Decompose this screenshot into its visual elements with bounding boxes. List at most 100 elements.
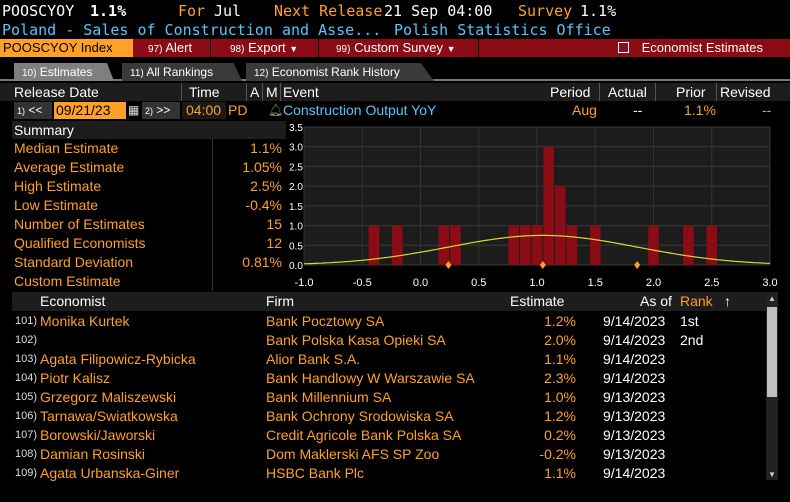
table-row[interactable]: 104) Piotr Kalisz Bank Handlowy W Warszawi… [12, 369, 764, 388]
next-date-button[interactable]: 2) >> [142, 102, 180, 119]
event-actual: -- [633, 102, 643, 118]
estimate-value: 2.3% [544, 370, 576, 386]
release-column-headers: Release Date Time A M Event Period Actua… [0, 83, 790, 101]
tab-estimates[interactable]: 10) Estimates [14, 63, 114, 81]
x-tick-label: -1.0 [295, 277, 314, 289]
economist-name[interactable]: Piotr Kalisz [40, 370, 111, 386]
summary-value: 0.81% [242, 254, 282, 270]
table-row[interactable]: 105) Grzegorz Maliszewski Bank Millennium … [12, 388, 764, 407]
table-row[interactable]: 108) Damian Rosinski Dom Maklerski AFS SP … [12, 445, 764, 464]
col-estimate[interactable]: Estimate [510, 293, 565, 309]
col-release-date[interactable]: Release Date [14, 84, 99, 100]
as-of-date: 9/14/2023 [603, 332, 666, 348]
x-tick-label: 1.5 [588, 277, 603, 289]
table-row[interactable]: 103) Agata Filipowicz-Rybicka Alior Bank S… [12, 350, 764, 369]
summary-row[interactable]: Custom Estimate [12, 272, 286, 291]
economist-name[interactable]: Damian Rosinski [40, 446, 146, 462]
col-period[interactable]: Period [550, 84, 591, 100]
as-of-date: 9/14/2023 [603, 351, 666, 367]
summary-label: High Estimate [14, 178, 102, 194]
next-release-value: 21 Sep 04:00 [384, 2, 493, 20]
table-row[interactable]: 106) Tarnawa/Swiatkowska Bank Ochrony Srod… [12, 407, 764, 426]
summary-row: Median Estimate 1.1% [12, 139, 286, 158]
tab-num: 10) [22, 68, 37, 79]
dropdown-arrow-icon: ▼ [446, 44, 456, 54]
sort-ascending-icon[interactable]: ↑ [724, 293, 731, 309]
col-time[interactable]: Time [189, 84, 220, 100]
calendar-icon[interactable]: ▦ [128, 103, 140, 117]
histogram-bar [683, 225, 694, 265]
row-number: 103) [15, 353, 38, 365]
table-row[interactable]: 101) Monika Kurtek Bank Pocztowy SA 1.2% 9/1… [12, 312, 764, 331]
bell-icon[interactable]: 🔔︎ [268, 103, 284, 117]
histogram-bar [648, 225, 659, 265]
export-button[interactable]: 98) Export ▼ [230, 39, 298, 57]
stat-marker [445, 261, 452, 269]
tab-all-rankings[interactable]: 11) All Rankings [122, 63, 242, 81]
scroll-thumb[interactable] [767, 307, 777, 397]
tab-economist-rank-history[interactable]: 12) Economist Rank History [246, 63, 434, 81]
tab-num: 11) [130, 68, 144, 79]
x-tick-label: 2.0 [646, 277, 661, 289]
economist-name[interactable]: Tarnawa/Swiatkowska [40, 408, 178, 424]
survey-value: 1.1% [580, 2, 617, 20]
economist-estimates-button[interactable]: Economist Estimates [618, 39, 763, 57]
summary-row: Number of Estimates 15 [12, 215, 286, 234]
col-prior[interactable]: Prior [676, 84, 706, 100]
firm-name: Bank Handlowy W Warszawie SA [266, 370, 475, 386]
histogram-bar [589, 225, 601, 265]
normal-curve [303, 234, 771, 265]
estimate-value: 1.0% [544, 389, 576, 405]
as-of-date: 9/14/2023 [603, 370, 666, 386]
row-number: 105) [15, 391, 38, 403]
firm-name: Bank Pocztowy SA [266, 313, 385, 329]
summary-label: Low Estimate [14, 197, 99, 213]
table-row[interactable]: 102) Bank Polska Kasa Opieki SA 2.0% 9/14/2… [12, 331, 764, 350]
row-number: 108) [15, 448, 38, 460]
economist-name[interactable]: Agata Filipowicz-Rybicka [40, 351, 196, 367]
summary-label: Number of Estimates [14, 216, 145, 232]
firm-name: Bank Polska Kasa Opieki SA [266, 332, 446, 348]
table-row[interactable]: 109) Agata Urbanska-Giner HSBC Bank Plc 1.1… [12, 464, 764, 483]
summary-row: High Estimate 2.5% [12, 177, 286, 196]
release-date-input[interactable]: 09/21/23 [54, 102, 126, 119]
firm-name: Dom Maklerski AFS SP Zoo [266, 446, 440, 462]
index-button[interactable]: POOSCYOY Index [0, 39, 133, 57]
economist-name[interactable]: Borowski/Jaworski [40, 427, 156, 443]
data-source: Polish Statistics Office [394, 21, 611, 39]
col-actual[interactable]: Actual [608, 84, 647, 100]
alert-button[interactable]: 97) Alert [148, 39, 192, 57]
last-value: 1.1% [90, 2, 127, 20]
economist-name[interactable]: Monika Kurtek [40, 313, 130, 329]
scroll-down-icon[interactable]: ▼ [768, 470, 776, 479]
row-number: 107) [15, 429, 38, 441]
col-economist[interactable]: Economist [40, 293, 106, 309]
event-pd: PD [228, 102, 248, 118]
histogram-bar [566, 225, 578, 265]
custom-survey-num: 99) [336, 44, 351, 55]
summary-row: Standard Deviation 0.81% [12, 253, 286, 272]
estimates-distribution-chart: 0.0 0.5 1.0 1.5 2.0 2.5 3.0 3.5 -1.0 -0.5 0.0 0.5 1… [289, 123, 778, 289]
col-a[interactable]: A [250, 84, 260, 100]
scroll-up-icon[interactable]: ▲ [768, 294, 776, 303]
economist-name[interactable]: Grzegorz Maliszewski [40, 389, 177, 405]
table-row[interactable]: 107) Borowski/Jaworski Credit Agricole Ban… [12, 426, 764, 445]
next-release-label: Next Release [274, 2, 383, 20]
economist-name[interactable]: Agata Urbanska-Giner [40, 465, 180, 481]
prev-date-button[interactable]: 1) << [14, 102, 52, 119]
summary-value: 1.05% [242, 159, 282, 175]
estimate-value: 1.1% [544, 351, 576, 367]
x-tick-label: 3.0 [762, 277, 777, 289]
col-rank[interactable]: Rank [680, 293, 713, 309]
rank-value: 2nd [680, 332, 704, 348]
col-m[interactable]: M [266, 84, 278, 100]
col-firm[interactable]: Firm [266, 293, 294, 309]
col-revised[interactable]: Revised [720, 84, 771, 100]
custom-survey-button[interactable]: 99) Custom Survey ▼ [336, 39, 456, 57]
firm-name: Bank Millennium SA [266, 389, 392, 405]
event-name[interactable]: Construction Output YoY [283, 102, 437, 118]
scrollbar[interactable]: ▲ ▼ [766, 293, 778, 480]
col-as-of[interactable]: As of [640, 293, 672, 309]
col-event[interactable]: Event [283, 84, 319, 100]
launch-icon [618, 42, 629, 53]
